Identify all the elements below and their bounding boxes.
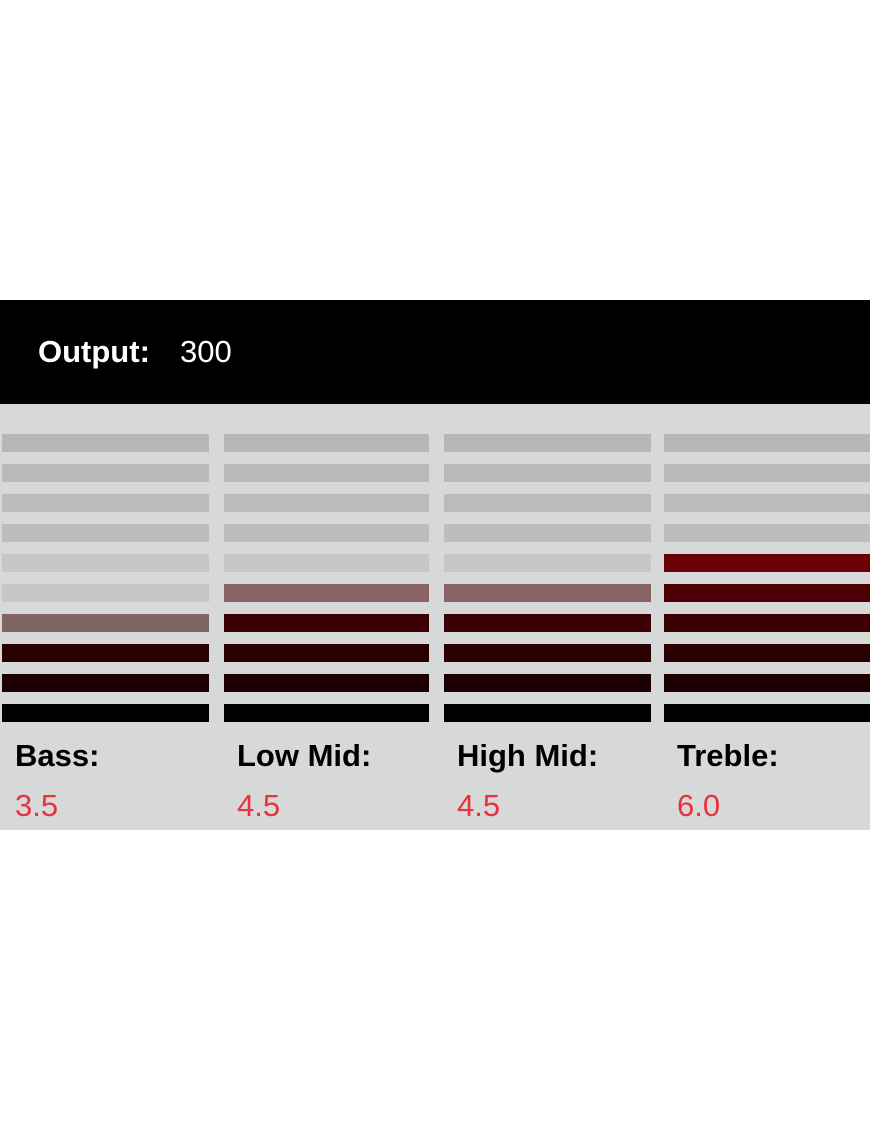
band-label: Bass: <box>15 738 100 773</box>
meter-segment-lit <box>2 644 209 662</box>
meter-segment-bg <box>224 464 429 482</box>
meter-segment-bg <box>224 434 429 452</box>
meter-segment-lit <box>2 704 209 722</box>
meter-segment-lit <box>664 554 870 572</box>
meter-segment-bg <box>2 524 209 542</box>
meter-segment-bg <box>224 524 429 542</box>
meter-segment-lit <box>444 584 651 602</box>
meter-segment-lit <box>664 614 870 632</box>
meter-segment-lit <box>224 674 429 692</box>
meter-segment-lit <box>444 674 651 692</box>
output-value: 300 <box>180 334 232 369</box>
meter-segment-lit <box>224 614 429 632</box>
meter-segment-lit <box>224 704 429 722</box>
meter-segment-bg <box>664 524 870 542</box>
meter-segment-bg <box>444 554 651 572</box>
meter-segment-bg <box>664 464 870 482</box>
output-header: Output: 300 <box>0 300 870 404</box>
band-label: Low Mid: <box>237 738 372 773</box>
meter-segment-lit <box>224 644 429 662</box>
meters <box>2 434 870 722</box>
meter-segment-bg <box>444 524 651 542</box>
meter-segment-bg <box>2 434 209 452</box>
meter-segment-bg <box>664 494 870 512</box>
band-value: 4.5 <box>237 788 281 823</box>
meter-segment-bg <box>2 584 209 602</box>
eq-panel: Bass: 3.5 Low Mid: 4.5 High Mid: 4.5 Treble: 6.… <box>0 404 870 830</box>
meter-segment-bg <box>2 464 209 482</box>
meter-segment-bg <box>664 434 870 452</box>
meter-segment-bg <box>444 464 651 482</box>
meter-segment-lit <box>664 644 870 662</box>
band-value: 4.5 <box>457 788 501 823</box>
output-label: Output: <box>38 334 150 369</box>
band-label: High Mid: <box>457 738 599 773</box>
meter-segment-bg <box>2 554 209 572</box>
meter-segment-bg <box>444 434 651 452</box>
meter-segment-lit <box>664 674 870 692</box>
meter-segment-lit <box>224 584 429 602</box>
band-label: Treble: <box>677 738 779 773</box>
band-value: 6.0 <box>677 788 721 823</box>
meter-segment-bg <box>444 494 651 512</box>
meter-segment-lit <box>444 704 651 722</box>
meter-segment-lit <box>2 674 209 692</box>
meter-segment-bg <box>2 494 209 512</box>
meter-segment-lit <box>444 644 651 662</box>
meter-segment-bg <box>224 494 429 512</box>
meter-segment-lit <box>2 614 209 632</box>
meter-segment-lit <box>664 704 870 722</box>
band-value: 3.5 <box>15 788 59 823</box>
meter-segment-lit <box>444 614 651 632</box>
meter-segment-lit <box>664 584 870 602</box>
meter-segment-bg <box>224 554 429 572</box>
